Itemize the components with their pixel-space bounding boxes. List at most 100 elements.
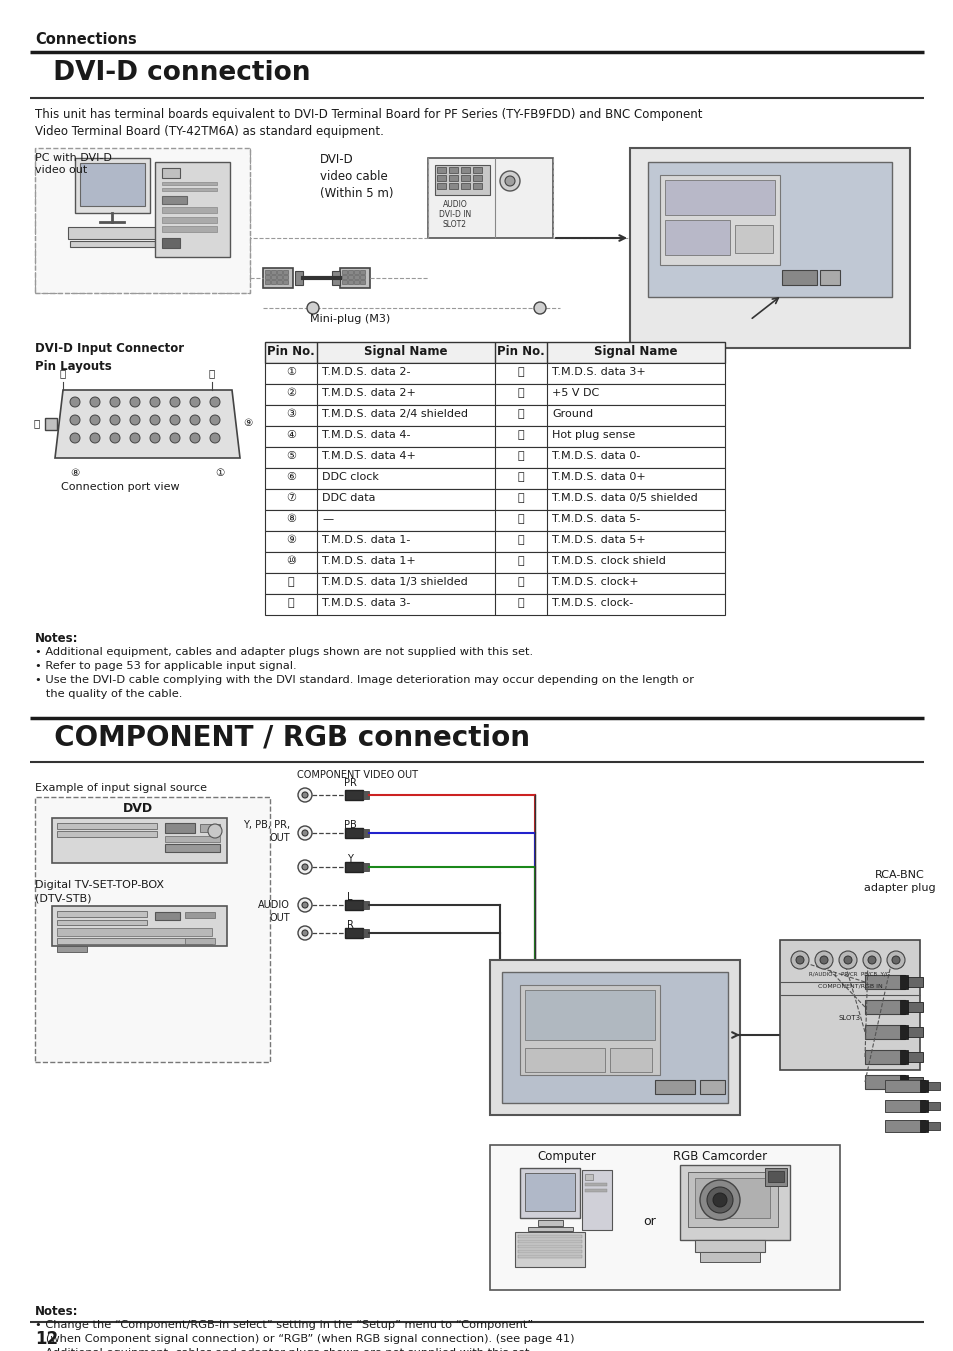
- Bar: [899, 1000, 907, 1015]
- Text: T.M.D.S. data 0/5 shielded: T.M.D.S. data 0/5 shielded: [552, 493, 697, 503]
- Bar: [919, 1079, 927, 1092]
- Polygon shape: [55, 390, 240, 458]
- Bar: [899, 975, 907, 989]
- Text: ⑷: ⑷: [517, 598, 524, 608]
- Circle shape: [302, 792, 308, 798]
- Circle shape: [70, 434, 80, 443]
- Bar: [263, 267, 293, 288]
- Text: ①: ①: [215, 467, 224, 478]
- Bar: [265, 276, 270, 280]
- Circle shape: [90, 415, 100, 426]
- Bar: [57, 946, 87, 952]
- Circle shape: [170, 397, 180, 407]
- Text: ⑮: ⑮: [517, 409, 524, 419]
- Bar: [647, 162, 891, 297]
- Bar: [584, 1183, 606, 1186]
- Bar: [265, 467, 724, 489]
- Bar: [490, 961, 740, 1115]
- Circle shape: [867, 957, 875, 965]
- Bar: [271, 280, 275, 284]
- Circle shape: [70, 415, 80, 426]
- Bar: [271, 276, 275, 280]
- Bar: [695, 1178, 769, 1219]
- Circle shape: [110, 415, 120, 426]
- Bar: [904, 1002, 923, 1012]
- Bar: [435, 165, 490, 195]
- Circle shape: [297, 788, 312, 802]
- Bar: [57, 831, 157, 838]
- Bar: [276, 276, 282, 280]
- Text: ⑯: ⑯: [517, 430, 524, 440]
- Bar: [276, 280, 282, 284]
- Text: Y, PB, PR,
OUT: Y, PB, PR, OUT: [243, 820, 290, 843]
- Text: T.M.D.S. data 0+: T.M.D.S. data 0+: [552, 471, 645, 482]
- Bar: [57, 911, 147, 917]
- Bar: [265, 363, 724, 384]
- Text: ⑴: ⑴: [517, 535, 524, 544]
- Text: +5 V DC: +5 V DC: [552, 388, 598, 399]
- Circle shape: [190, 434, 200, 443]
- Bar: [52, 817, 227, 863]
- Circle shape: [90, 434, 100, 443]
- Bar: [501, 971, 727, 1102]
- Bar: [35, 149, 250, 293]
- Bar: [517, 1235, 581, 1238]
- Bar: [781, 270, 816, 285]
- Text: the quality of the cable.: the quality of the cable.: [35, 689, 182, 698]
- Bar: [80, 163, 145, 205]
- Text: DDC clock: DDC clock: [322, 471, 378, 482]
- Text: DVI-D
video cable
(Within 5 m): DVI-D video cable (Within 5 m): [319, 153, 393, 200]
- Text: ⑯: ⑯: [34, 417, 40, 428]
- Circle shape: [210, 434, 220, 443]
- Bar: [348, 276, 353, 280]
- Text: Connections: Connections: [35, 32, 136, 47]
- Bar: [363, 863, 369, 871]
- Bar: [359, 276, 365, 280]
- Text: T.M.D.S. data 2-: T.M.D.S. data 2-: [322, 367, 410, 377]
- Text: Pin No.: Pin No.: [267, 345, 314, 358]
- Bar: [428, 158, 553, 238]
- Bar: [899, 1050, 907, 1065]
- Bar: [363, 830, 369, 838]
- Text: DDC data: DDC data: [322, 493, 375, 503]
- Bar: [162, 168, 180, 178]
- Bar: [341, 276, 347, 280]
- Bar: [162, 207, 216, 213]
- Text: AUDIO
OUT: AUDIO OUT: [258, 900, 290, 923]
- Bar: [162, 218, 216, 223]
- Bar: [780, 940, 919, 1070]
- Text: RGB Camcorder: RGB Camcorder: [672, 1150, 766, 1163]
- Bar: [517, 1255, 581, 1258]
- Text: ⑪: ⑪: [288, 577, 294, 586]
- Bar: [283, 276, 288, 280]
- Circle shape: [150, 434, 160, 443]
- Bar: [820, 270, 840, 285]
- Text: T.M.D.S. data 5-: T.M.D.S. data 5-: [552, 513, 639, 524]
- Bar: [185, 938, 214, 944]
- Text: Digital TV-SET-TOP-BOX
(DTV-STB): Digital TV-SET-TOP-BOX (DTV-STB): [35, 880, 164, 904]
- Text: ⑭: ⑭: [517, 388, 524, 399]
- Text: T.M.D.S. clock+: T.M.D.S. clock+: [552, 577, 638, 586]
- Bar: [265, 531, 724, 553]
- Bar: [695, 1240, 764, 1252]
- Circle shape: [302, 929, 308, 936]
- Text: COMPONENT/RGB IN: COMPONENT/RGB IN: [817, 984, 882, 989]
- Text: T.M.D.S. data 5+: T.M.D.S. data 5+: [552, 535, 645, 544]
- Text: PR: PR: [343, 778, 356, 788]
- Bar: [339, 267, 370, 288]
- Text: ③: ③: [286, 409, 295, 419]
- Bar: [700, 1252, 760, 1262]
- Text: Signal Name: Signal Name: [364, 345, 447, 358]
- Bar: [57, 928, 212, 936]
- Text: T.M.D.S. clock shield: T.M.D.S. clock shield: [552, 557, 665, 566]
- Text: ⑧: ⑧: [286, 513, 295, 524]
- Bar: [162, 196, 187, 204]
- Text: ④: ④: [286, 430, 295, 440]
- Text: Mini-plug (M3): Mini-plug (M3): [310, 313, 390, 324]
- Bar: [165, 836, 220, 842]
- Text: ⑰: ⑰: [209, 367, 214, 378]
- Bar: [265, 270, 270, 274]
- Text: Hot plug sense: Hot plug sense: [552, 430, 635, 440]
- Circle shape: [297, 861, 312, 874]
- Circle shape: [110, 397, 120, 407]
